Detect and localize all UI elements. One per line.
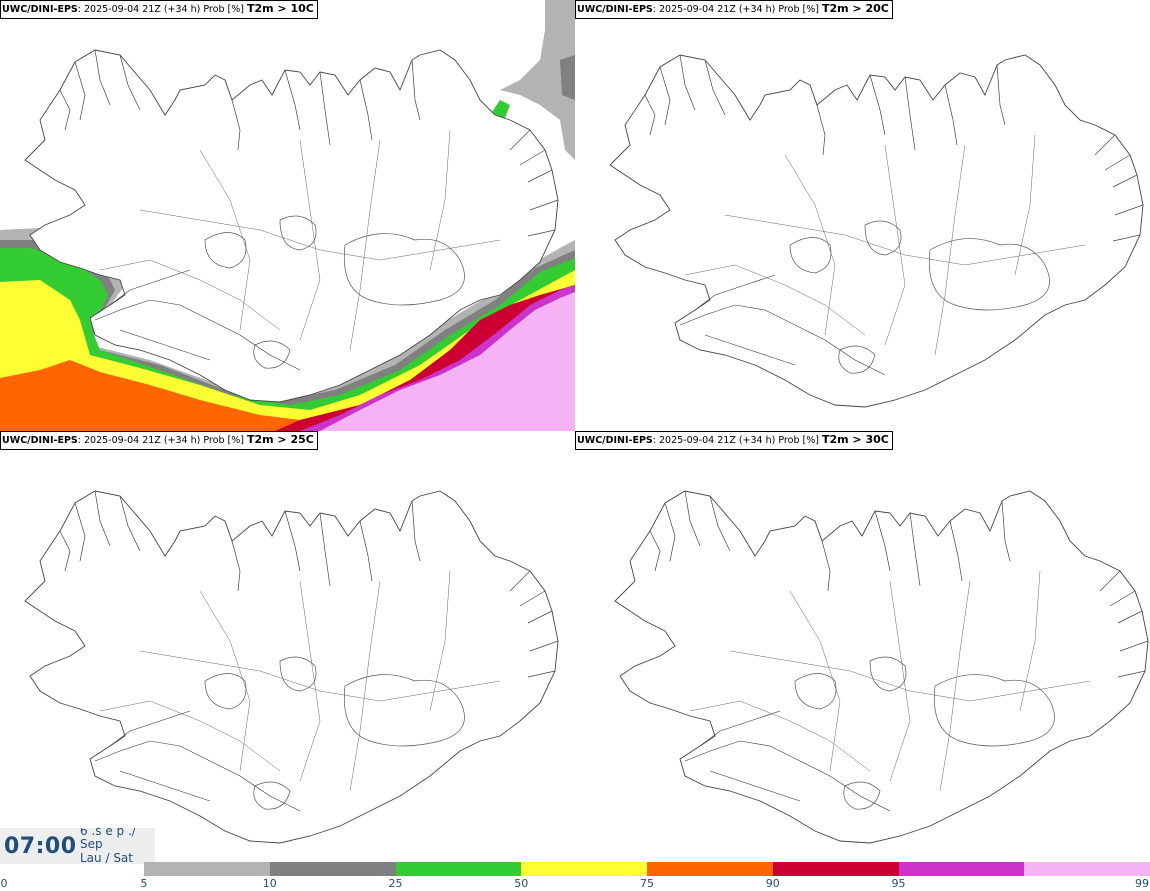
valid-date-line3: Lau / Sat xyxy=(80,851,133,865)
legend-swatch-5 xyxy=(772,862,899,876)
prob-area-99 xyxy=(320,292,575,431)
map-panel-t2m-30c: UWC/DINI-EPS: 2025-09-04 21Z (+34 h) Pro… xyxy=(575,431,1150,862)
legend-tick-label: 90 xyxy=(765,877,780,890)
legend-swatch-0 xyxy=(144,862,270,876)
legend-swatch-2 xyxy=(395,862,522,876)
probability-map-25c xyxy=(24,490,559,844)
map-panel-t2m-25c: UWC/DINI-EPS: 2025-09-04 21Z (+34 h) Pro… xyxy=(0,431,575,862)
map-panel-t2m-10c: UWC/DINI-EPS: 2025-09-04 21Z (+34 h) Pro… xyxy=(0,0,575,431)
valid-date-line2: Sep xyxy=(80,837,103,851)
legend-swatch-4 xyxy=(647,862,773,876)
valid-time-box: 07:00 6 .s e p ./ Sep Lau / Sat xyxy=(0,828,155,864)
legend-swatch-3 xyxy=(521,862,647,876)
legend-tick-label: 5 xyxy=(140,877,148,890)
panel-title: UWC/DINI-EPS: 2025-09-04 21Z (+34 h) Pro… xyxy=(575,431,893,450)
legend-tick-label: 75 xyxy=(640,877,654,890)
prob-area-ne-5-10 xyxy=(500,0,575,160)
legend-swatch-1 xyxy=(269,862,396,876)
prob-area-ne-10-25 xyxy=(560,55,575,100)
map-panel-t2m-20c: UWC/DINI-EPS: 2025-09-04 21Z (+34 h) Pro… xyxy=(575,0,1150,431)
legend-swatch-7 xyxy=(1024,862,1150,876)
valid-date-line1: 6 .s e p ./ xyxy=(80,828,136,838)
legend-swatch-6 xyxy=(898,862,1025,876)
legend-tick-label: 99 xyxy=(1135,877,1149,890)
probability-map-20c xyxy=(609,54,1144,408)
valid-time: 07:00 xyxy=(4,834,77,859)
panel-title: UWC/DINI-EPS: 2025-09-04 21Z (+34 h) Pro… xyxy=(0,0,318,19)
panel-title: UWC/DINI-EPS: 2025-09-04 21Z (+34 h) Pro… xyxy=(575,0,893,19)
probability-map-10c xyxy=(0,0,575,431)
legend-tick-label: 0 xyxy=(0,877,8,890)
legend-color-bar xyxy=(144,862,1150,876)
legend-tick-label: 10 xyxy=(262,877,277,890)
probability-map-30c xyxy=(614,490,1149,844)
legend-tick-label: 50 xyxy=(514,877,529,890)
probability-legend: 0 5 10 25 50 75 90 95 99 xyxy=(0,862,1150,891)
legend-tick-label: 25 xyxy=(388,877,403,890)
panel-title: UWC/DINI-EPS: 2025-09-04 21Z (+34 h) Pro… xyxy=(0,431,318,450)
legend-tick-label: 95 xyxy=(891,877,906,890)
